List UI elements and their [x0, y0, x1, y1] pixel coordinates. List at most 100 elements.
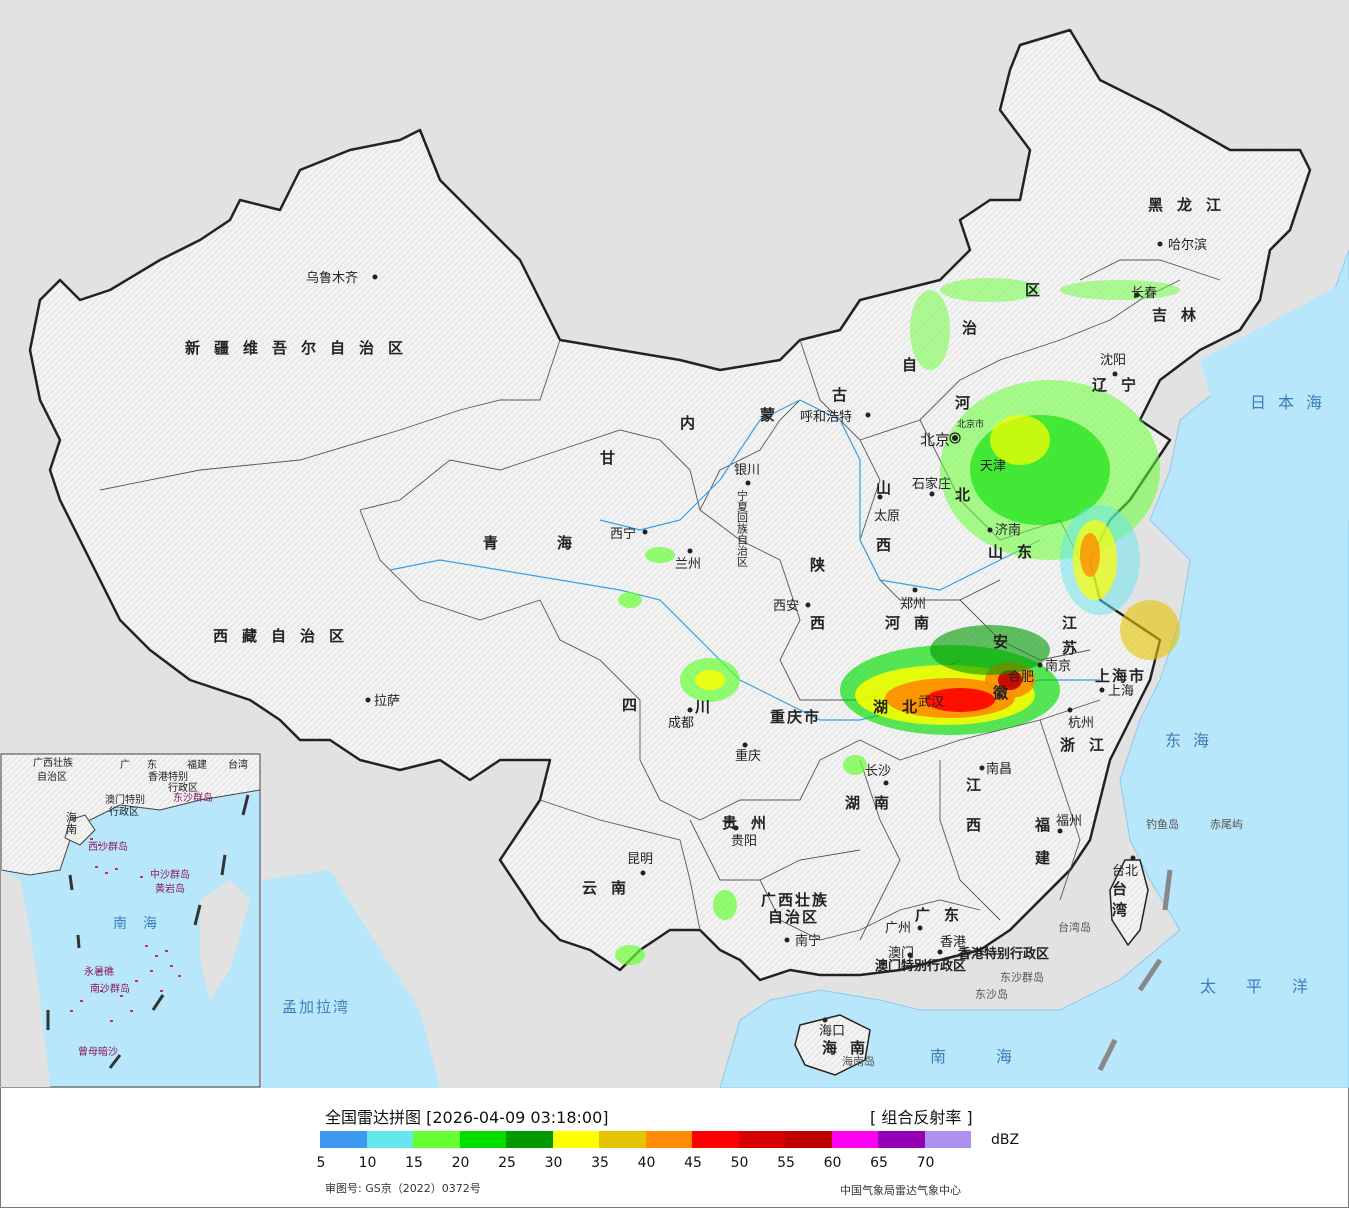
- scale-segment: [320, 1131, 367, 1148]
- label-neimenggu-2: 蒙: [760, 406, 789, 424]
- city-jinan: 济南: [995, 522, 1021, 538]
- label-hunan: 湖南: [845, 794, 903, 812]
- scale-tick-label: 30: [544, 1155, 563, 1171]
- label-hainan-2: 南: [850, 1039, 879, 1057]
- city-taiyuan: 太原: [874, 509, 900, 524]
- inset-fujian: 福建: [187, 758, 207, 771]
- label-guangdong: 广东: [915, 906, 973, 924]
- scale-tick-label: 10: [358, 1155, 377, 1171]
- label-diaoyu: 钓鱼岛: [1146, 817, 1179, 831]
- inset-dong: 东: [147, 758, 157, 771]
- label-shandong: 山东: [988, 543, 1046, 561]
- map-license: 审图号: GS京（2022）0372号: [325, 1182, 481, 1195]
- scale-segment: [599, 1131, 646, 1148]
- label-bengal: 孟加拉湾: [282, 998, 350, 1016]
- inset-macao2: 行政区: [109, 805, 139, 818]
- label-chongqing: 重庆市: [770, 708, 821, 726]
- label-japan-sea: 日本海: [1250, 393, 1334, 412]
- city-zhengzhou: 郑州: [900, 597, 926, 612]
- label-beijing-small: 北京市: [957, 418, 984, 430]
- label-jiangxi-1: 江: [966, 776, 995, 794]
- label-liaoning: 辽宁: [1092, 376, 1150, 394]
- legend-unit: dBZ: [991, 1132, 1020, 1148]
- inset-huangyan: 黄岩岛: [155, 882, 185, 895]
- label-guangxi-1: 广西壮族: [761, 891, 829, 909]
- inset-zengmu: 曾母暗沙: [78, 1045, 118, 1058]
- label-guizhou: 贵州: [722, 814, 780, 832]
- scale-segment: [738, 1131, 785, 1148]
- legend-panel: [0, 1088, 1349, 1208]
- scale-tick-label: 20: [451, 1155, 470, 1171]
- label-chiwei: 赤尾屿: [1210, 818, 1243, 831]
- province-labels: 新疆维吾尔自治区 西藏自治区 青 海 甘 内 蒙 古 自 治 区 黑龙江 吉林 …: [185, 196, 1235, 1057]
- label-pacific: 太平洋: [1200, 977, 1338, 996]
- data-source: 中国气象局雷达气象中心: [840, 1184, 961, 1197]
- city-harbin: 哈尔滨: [1168, 237, 1207, 253]
- label-taiwan-2: 湾: [1112, 901, 1141, 919]
- label-anhui-1: 安: [993, 633, 1022, 651]
- label-xinjiang: 新疆维吾尔自治区: [185, 339, 417, 357]
- city-beijing: 北京: [920, 431, 950, 449]
- label-shanxi-2: 西: [876, 536, 905, 554]
- label-dongsha-qundao: 东沙群岛: [1000, 970, 1044, 984]
- dash-lines: [1097, 869, 1173, 1072]
- label-shanghai: 上海市: [1095, 667, 1146, 685]
- label-neimenggu-6: 区: [1025, 281, 1054, 299]
- city-lanzhou: 兰州: [675, 557, 701, 572]
- scale-segment: [831, 1131, 878, 1148]
- city-hongkong: 香港: [940, 935, 966, 950]
- scale-tick-label: 25: [498, 1155, 516, 1171]
- label-zhejiang: 浙江: [1060, 736, 1118, 754]
- city-changsha: 长沙: [865, 764, 891, 779]
- scale-segment: [878, 1131, 925, 1148]
- scale-segment: [506, 1131, 553, 1148]
- city-macao: 澳门: [888, 945, 914, 961]
- scale-segment: [552, 1131, 599, 1148]
- label-henan: 河南: [885, 614, 943, 632]
- inset-yongshu: 永暑礁: [84, 965, 114, 978]
- scale-tick-label: 70: [916, 1155, 935, 1171]
- city-lhasa: 拉萨: [374, 694, 400, 709]
- label-jiangxi-2: 西: [966, 816, 995, 834]
- inset-guang: 广: [120, 759, 130, 771]
- city-shenyang: 沈阳: [1100, 353, 1126, 368]
- label-qinghai-1: 青: [483, 534, 512, 552]
- city-kunming: 昆明: [627, 852, 653, 867]
- scale-tick-label: 45: [684, 1155, 702, 1171]
- city-shijiazhuang: 石家庄: [912, 476, 951, 492]
- city-hohhot: 呼和浩特: [800, 410, 852, 425]
- city-chongqing: 重庆: [735, 748, 761, 764]
- legend-title: 全国雷达拼图 [2026-04-09 03:18:00]: [325, 1108, 609, 1127]
- radar-map: 新疆维吾尔自治区 西藏自治区 青 海 甘 内 蒙 古 自 治 区 黑龙江 吉林 …: [0, 0, 1349, 1088]
- label-qinghai-2: 海: [557, 534, 586, 552]
- inset-macao: 澳门特别: [105, 793, 145, 806]
- city-fuzhou: 福州: [1056, 814, 1082, 829]
- inset-nanhai: 南海: [113, 916, 173, 932]
- scale-tick-label: 15: [405, 1155, 423, 1171]
- label-east-sea: 东海: [1165, 731, 1221, 750]
- city-markers: [365, 241, 1163, 1023]
- city-changchun: 长春: [1131, 286, 1157, 301]
- scale-tick-label: 35: [591, 1155, 609, 1171]
- city-wuhan: 武汉: [918, 695, 944, 710]
- city-shanghai: 上海: [1108, 684, 1134, 699]
- label-jiangsu-2: 苏: [1062, 639, 1091, 657]
- label-fujian-1: 福: [1034, 816, 1064, 834]
- scale-segment: [459, 1131, 506, 1148]
- sea-labels: 日本海 东海 太平洋 南海 孟加拉湾 钓鱼岛 赤尾屿 台湾岛 东沙群岛 东沙岛 …: [282, 393, 1338, 1068]
- city-nanjing: 南京: [1045, 658, 1071, 674]
- label-hubei: 湖北: [873, 698, 931, 716]
- scale-segment: [413, 1131, 460, 1148]
- scale-segment: [785, 1131, 832, 1148]
- city-urumqi: 乌鲁木齐: [306, 270, 358, 286]
- label-neimenggu-3: 古: [832, 386, 861, 404]
- city-labels: 乌鲁木齐 拉萨 西宁 兰州 银川 呼和浩特 北京 石家庄 太原 济南 郑州 西安…: [306, 237, 1207, 1039]
- label-taiwan-1: 台: [1112, 880, 1141, 898]
- inset-nan: 南: [66, 823, 77, 836]
- label-heilongjiang: 黑龙江: [1148, 196, 1235, 214]
- inset-nansha: 南沙群岛: [90, 982, 130, 995]
- city-xining: 西宁: [610, 526, 636, 542]
- scale-segment: [924, 1131, 971, 1148]
- label-macao-sar: 澳门特别行政区: [875, 958, 966, 974]
- label-yunnan: 云南: [582, 879, 640, 897]
